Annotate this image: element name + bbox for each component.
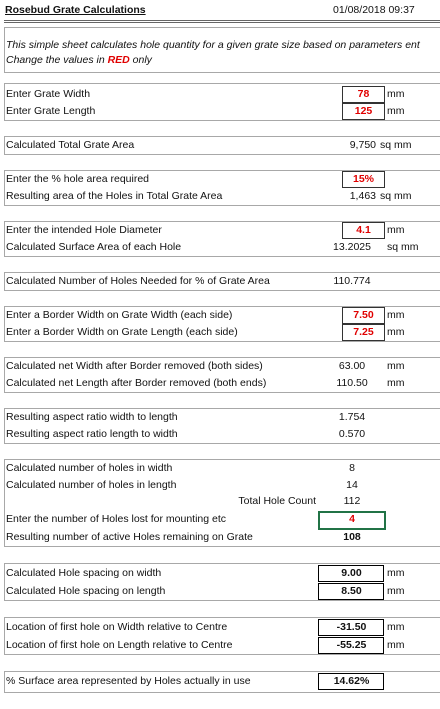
value-box	[342, 222, 385, 239]
row-unit: mm	[387, 639, 405, 651]
row-unit: mm	[387, 309, 405, 321]
row-value: 13.2025	[333, 241, 371, 253]
row-label: Resulting aspect ratio length to width	[6, 428, 178, 440]
row-group	[4, 221, 440, 257]
row-label: Resulting aspect ratio width to length	[6, 411, 178, 423]
row-label: Enter Grate Width	[6, 88, 91, 100]
row-unit: sq mm	[387, 241, 419, 253]
value-box	[318, 583, 384, 600]
row-value: 63.00	[338, 360, 366, 372]
row-value: 15%	[352, 173, 374, 185]
row-group	[4, 671, 440, 693]
row-value: 7.25	[353, 326, 374, 338]
row-unit: mm	[387, 88, 405, 100]
instruction-text: Change the values in	[6, 54, 105, 66]
instruction-highlight: RED	[107, 54, 130, 66]
row-value: -55.25	[336, 639, 367, 651]
row-value: -31.50	[336, 621, 367, 633]
row-label: Calculated Surface Area of each Hole	[6, 241, 182, 253]
row-unit: sq mm	[380, 139, 412, 151]
row-value: 4.1	[356, 224, 371, 236]
row-label: Calculated Hole spacing on width	[6, 567, 162, 579]
row-unit: sq mm	[380, 190, 412, 202]
row-value: 1.754	[338, 411, 366, 423]
row-group	[4, 408, 440, 444]
row-unit: mm	[387, 377, 405, 389]
row-label: % Surface area represented by Holes actu…	[6, 675, 251, 687]
row-group	[4, 306, 440, 342]
row-group	[4, 459, 440, 547]
row-group	[4, 357, 440, 393]
value-box	[318, 619, 384, 636]
row-label: Calculated Hole spacing on length	[6, 585, 166, 597]
row-value: 1,463	[349, 190, 376, 202]
row-unit: mm	[387, 585, 405, 597]
row-label: Enter the % hole area required	[6, 173, 150, 185]
value-box	[318, 565, 384, 582]
row-label: Location of first hole on Width relative…	[6, 621, 228, 633]
row-label: Enter the intended Hole Diameter	[6, 224, 162, 236]
row-label: Calculated Total Grate Area	[6, 139, 135, 151]
value-box	[342, 171, 385, 188]
row-label: Enter a Border Width on Grate Width (eac…	[6, 309, 233, 321]
row-label: Resulting area of the Holes in Total Gra…	[6, 190, 223, 202]
instruction-text: only	[132, 54, 152, 66]
intro-box	[4, 27, 440, 73]
row-label: Enter Grate Length	[6, 105, 96, 117]
row-value: 9.00	[341, 567, 362, 579]
value-box	[342, 103, 385, 120]
value-box	[318, 637, 384, 654]
row-value: 78	[357, 88, 370, 100]
row-value: 8	[349, 462, 355, 474]
row-value: 110.50	[336, 377, 368, 389]
row-label: Location of first hole on Length relativ…	[6, 639, 233, 651]
row-group	[4, 83, 440, 121]
value-box	[342, 86, 385, 103]
row-value: 9,750	[349, 139, 376, 151]
row-value: 8.50	[341, 585, 362, 597]
row-label: Calculated Number of Holes Needed for % …	[6, 275, 270, 287]
row-label: Enter a Border Width on Grate Length (ea…	[6, 326, 238, 338]
row-group	[4, 272, 440, 291]
row-group	[4, 170, 440, 206]
row-value: 110.774	[333, 275, 371, 287]
row-label: Calculated net Width after Border remove…	[6, 360, 263, 372]
row-value: 112	[343, 495, 361, 507]
row-group	[4, 617, 440, 655]
sheet-title: Rosebud Grate Calculations	[5, 4, 146, 16]
row-label: Calculated number of holes in length	[6, 479, 177, 491]
row-label: Resulting number of active Holes remaini…	[6, 531, 253, 543]
row-unit: mm	[387, 105, 405, 117]
row-label: Total Hole Count	[238, 495, 316, 507]
row-unit: mm	[387, 567, 405, 579]
row-value: 14.62%	[333, 675, 370, 687]
row-unit: mm	[387, 326, 405, 338]
value-box	[342, 307, 385, 324]
timestamp: 01/08/2018 09:37	[333, 4, 415, 16]
row-unit: mm	[387, 360, 405, 372]
selected-cell	[318, 511, 386, 530]
row-label: Enter the number of Holes lost for mount…	[6, 513, 227, 525]
row-label: Calculated net Length after Border remov…	[6, 377, 267, 389]
row-value: 108	[343, 531, 361, 543]
row-label: Calculated number of holes in width	[6, 462, 173, 474]
row-value: 125	[354, 105, 373, 117]
row-value: 7.50	[353, 309, 374, 321]
intro-instruction: Change the values in RED only	[6, 53, 152, 67]
value-box	[342, 324, 385, 341]
row-value: 14	[346, 479, 358, 491]
row-group	[4, 563, 440, 601]
header-rule	[4, 20, 440, 23]
row-unit: mm	[387, 224, 405, 236]
row-unit: mm	[387, 621, 405, 633]
value-box	[318, 673, 384, 690]
intro-description: This simple sheet calculates hole quanti…	[6, 39, 420, 51]
row-value: 0.570	[338, 428, 366, 440]
row-group	[4, 136, 440, 155]
row-value: 4	[349, 513, 355, 525]
